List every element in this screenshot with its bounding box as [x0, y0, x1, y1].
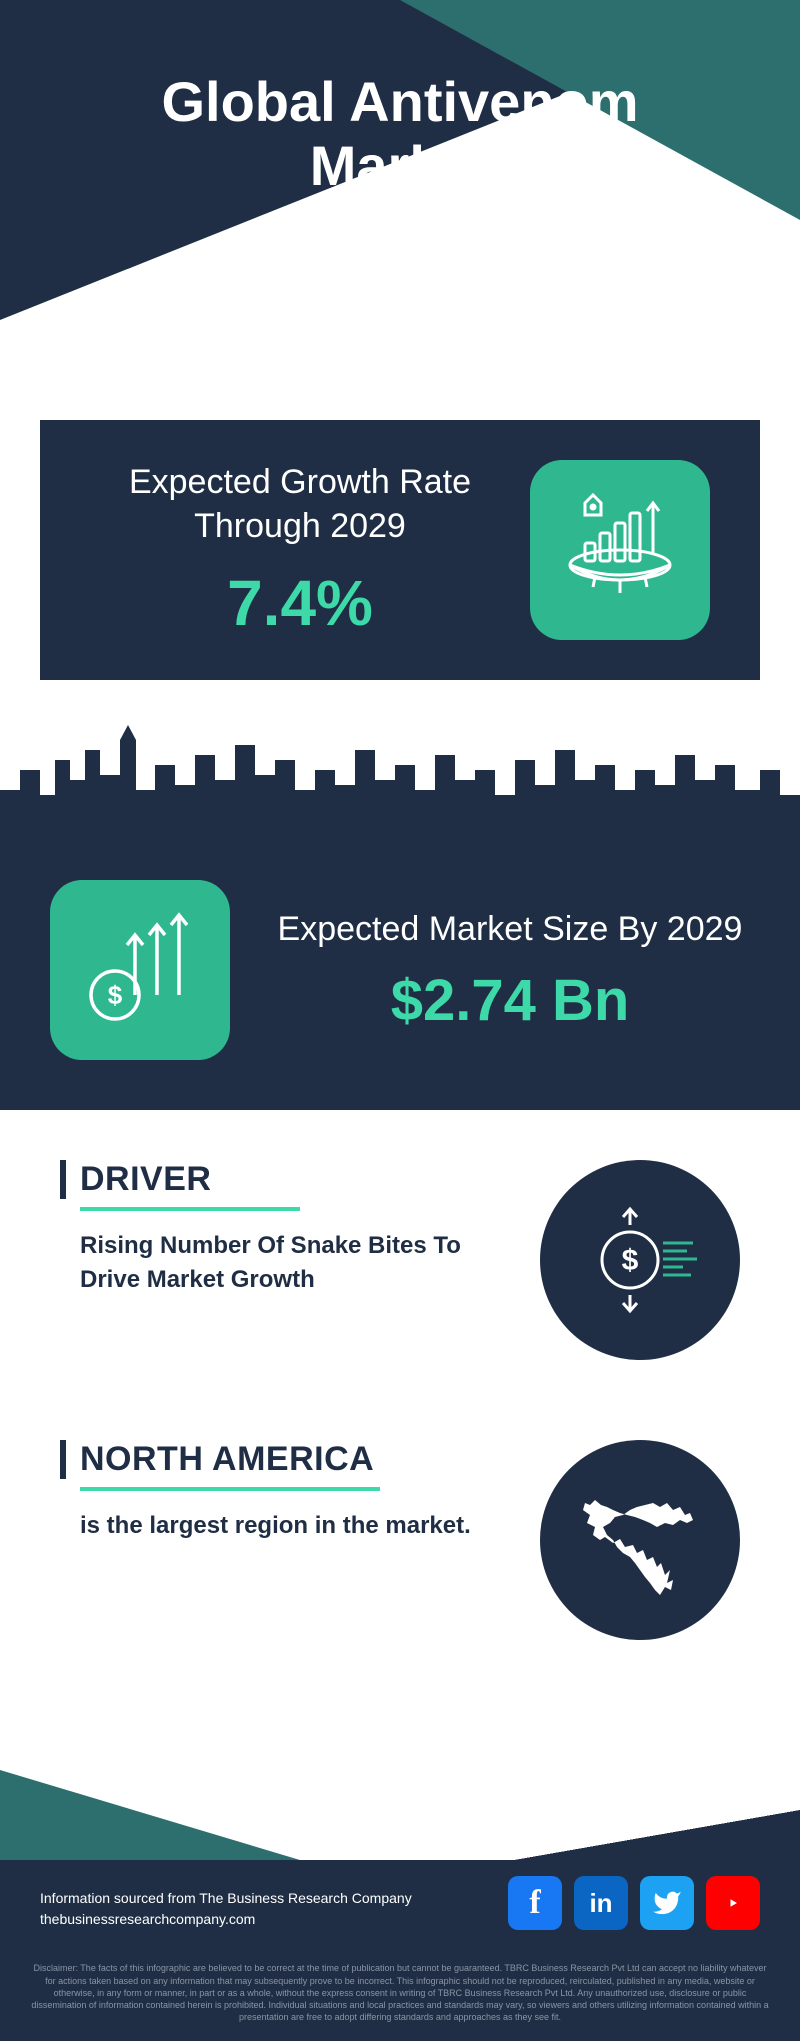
svg-text:$: $	[108, 980, 123, 1010]
market-size-card: $ Expected Market Size By 2029 $2.74 Bn	[0, 840, 800, 1110]
footer-section: Information sourced from The Business Re…	[0, 1750, 800, 1950]
growth-label: Expected Growth Rate Through 2029	[90, 460, 510, 548]
growth-rate-card: Expected Growth Rate Through 2029 7.4%	[40, 420, 760, 680]
svg-text:$: $	[622, 1244, 639, 1277]
infographic-container: Global Antivenom Market Expected Growth …	[0, 0, 800, 2041]
region-body: is the largest region in the market.	[60, 1509, 480, 1543]
page-title: Global Antivenom Market	[0, 70, 800, 199]
title-line-2: Market	[310, 134, 491, 197]
source-line-1: Information sourced from The Business Re…	[40, 1888, 412, 1909]
footer-content-row: Information sourced from The Business Re…	[40, 1876, 760, 1930]
market-size-value: $2.74 Bn	[270, 967, 750, 1034]
header-section: Global Antivenom Market	[0, 0, 800, 400]
growth-text-block: Expected Growth Rate Through 2029 7.4%	[90, 460, 530, 640]
social-links-row: f in	[508, 1876, 760, 1930]
city-skyline-icon	[0, 720, 800, 840]
youtube-icon[interactable]	[706, 1876, 760, 1930]
facebook-icon[interactable]: f	[508, 1876, 562, 1930]
linkedin-icon[interactable]: in	[574, 1876, 628, 1930]
region-underline	[80, 1487, 380, 1491]
spacer	[0, 1670, 800, 1750]
source-line-2: thebusinessresearchcompany.com	[40, 1909, 412, 1930]
north-america-map-icon	[540, 1440, 740, 1640]
dollar-cycle-icon: $	[540, 1160, 740, 1360]
linkedin-glyph: in	[589, 1888, 612, 1919]
driver-section: DRIVER Rising Number Of Snake Bites To D…	[0, 1110, 800, 1390]
driver-underline	[80, 1207, 300, 1211]
market-size-text-block: Expected Market Size By 2029 $2.74 Bn	[270, 907, 750, 1034]
twitter-icon[interactable]	[640, 1876, 694, 1930]
driver-body: Rising Number Of Snake Bites To Drive Ma…	[60, 1229, 480, 1296]
growth-value: 7.4%	[90, 566, 510, 640]
growth-chart-icon	[530, 460, 710, 640]
region-section: NORTH AMERICA is the largest region in t…	[0, 1390, 800, 1670]
market-size-label: Expected Market Size By 2029	[270, 907, 750, 951]
facebook-glyph: f	[529, 1884, 540, 1922]
region-text-block: NORTH AMERICA is the largest region in t…	[60, 1440, 480, 1543]
disclaimer-text: Disclaimer: The facts of this infographi…	[0, 1950, 800, 2041]
title-line-1: Global Antivenom	[161, 70, 638, 133]
source-attribution: Information sourced from The Business Re…	[40, 1888, 412, 1930]
driver-heading: DRIVER	[60, 1160, 480, 1199]
region-heading: NORTH AMERICA	[60, 1440, 480, 1479]
market-growth-icon: $	[50, 880, 230, 1060]
driver-text-block: DRIVER Rising Number Of Snake Bites To D…	[60, 1160, 480, 1296]
